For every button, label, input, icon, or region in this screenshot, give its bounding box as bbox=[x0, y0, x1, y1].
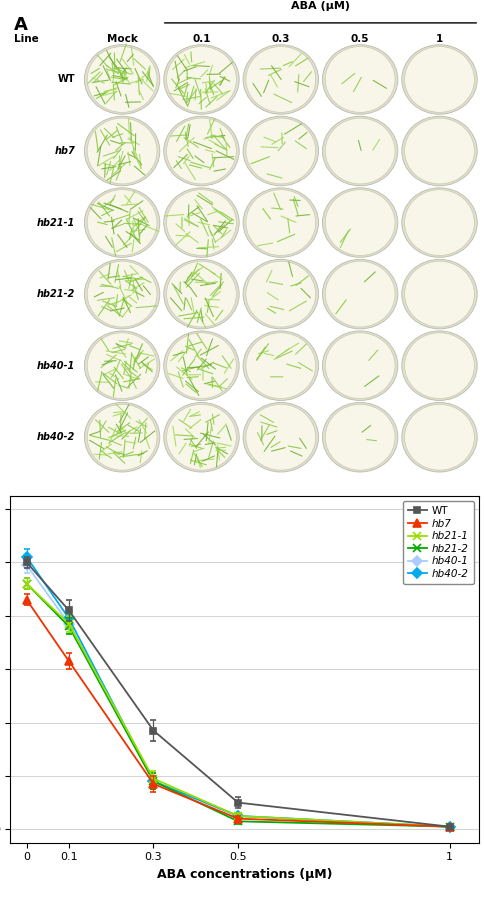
Ellipse shape bbox=[246, 118, 316, 184]
Ellipse shape bbox=[246, 46, 316, 112]
Ellipse shape bbox=[243, 45, 318, 114]
Ellipse shape bbox=[246, 189, 316, 255]
X-axis label: ABA concentrations (μM): ABA concentrations (μM) bbox=[157, 868, 332, 881]
Ellipse shape bbox=[322, 403, 398, 472]
Ellipse shape bbox=[405, 333, 474, 399]
Ellipse shape bbox=[405, 118, 474, 184]
Ellipse shape bbox=[402, 260, 477, 329]
Ellipse shape bbox=[164, 331, 239, 401]
Text: hb40-2: hb40-2 bbox=[37, 432, 76, 442]
Ellipse shape bbox=[166, 404, 236, 470]
Ellipse shape bbox=[322, 260, 398, 329]
Ellipse shape bbox=[243, 260, 318, 329]
Text: 0.1: 0.1 bbox=[192, 34, 211, 44]
Ellipse shape bbox=[164, 403, 239, 472]
Ellipse shape bbox=[405, 46, 474, 112]
Ellipse shape bbox=[166, 333, 236, 399]
Ellipse shape bbox=[87, 189, 157, 255]
Ellipse shape bbox=[84, 45, 160, 114]
Text: Line: Line bbox=[15, 34, 39, 44]
Text: hb40-1: hb40-1 bbox=[37, 361, 76, 371]
Legend: WT, hb7, hb21-1, hb21-2, hb40-1, hb40-2: WT, hb7, hb21-1, hb21-2, hb40-1, hb40-2 bbox=[403, 501, 474, 584]
Ellipse shape bbox=[166, 261, 236, 327]
Ellipse shape bbox=[243, 117, 318, 186]
Ellipse shape bbox=[243, 403, 318, 472]
Ellipse shape bbox=[405, 261, 474, 327]
Ellipse shape bbox=[87, 261, 157, 327]
Ellipse shape bbox=[325, 189, 395, 255]
Ellipse shape bbox=[325, 118, 395, 184]
Text: hb21-1: hb21-1 bbox=[37, 218, 76, 228]
Ellipse shape bbox=[166, 189, 236, 255]
Ellipse shape bbox=[164, 188, 239, 257]
Ellipse shape bbox=[322, 188, 398, 257]
Ellipse shape bbox=[243, 188, 318, 257]
Ellipse shape bbox=[402, 188, 477, 257]
Text: 0.3: 0.3 bbox=[272, 34, 290, 44]
Ellipse shape bbox=[325, 333, 395, 399]
Ellipse shape bbox=[84, 260, 160, 329]
Ellipse shape bbox=[322, 45, 398, 114]
Ellipse shape bbox=[405, 189, 474, 255]
Ellipse shape bbox=[405, 404, 474, 470]
Ellipse shape bbox=[325, 404, 395, 470]
Ellipse shape bbox=[402, 331, 477, 401]
Ellipse shape bbox=[166, 118, 236, 184]
Ellipse shape bbox=[84, 403, 160, 472]
Ellipse shape bbox=[87, 46, 157, 112]
Text: 1: 1 bbox=[436, 34, 443, 44]
Text: hb7: hb7 bbox=[55, 146, 76, 156]
Text: WT: WT bbox=[58, 75, 76, 85]
Ellipse shape bbox=[322, 331, 398, 401]
Ellipse shape bbox=[87, 333, 157, 399]
Ellipse shape bbox=[402, 403, 477, 472]
Text: hb21-2: hb21-2 bbox=[37, 289, 76, 299]
Ellipse shape bbox=[87, 404, 157, 470]
Text: ABA (μM): ABA (μM) bbox=[291, 1, 350, 11]
Ellipse shape bbox=[164, 117, 239, 186]
Ellipse shape bbox=[87, 118, 157, 184]
Ellipse shape bbox=[246, 261, 316, 327]
Ellipse shape bbox=[164, 45, 239, 114]
Ellipse shape bbox=[243, 331, 318, 401]
Ellipse shape bbox=[322, 117, 398, 186]
Text: Mock: Mock bbox=[106, 34, 137, 44]
Ellipse shape bbox=[84, 117, 160, 186]
Ellipse shape bbox=[84, 331, 160, 401]
Ellipse shape bbox=[84, 188, 160, 257]
Ellipse shape bbox=[402, 45, 477, 114]
Ellipse shape bbox=[246, 333, 316, 399]
Ellipse shape bbox=[325, 261, 395, 327]
Ellipse shape bbox=[164, 260, 239, 329]
Text: A: A bbox=[15, 16, 28, 34]
Ellipse shape bbox=[246, 404, 316, 470]
Ellipse shape bbox=[325, 46, 395, 112]
Text: 0.5: 0.5 bbox=[351, 34, 369, 44]
Ellipse shape bbox=[402, 117, 477, 186]
Ellipse shape bbox=[166, 46, 236, 112]
